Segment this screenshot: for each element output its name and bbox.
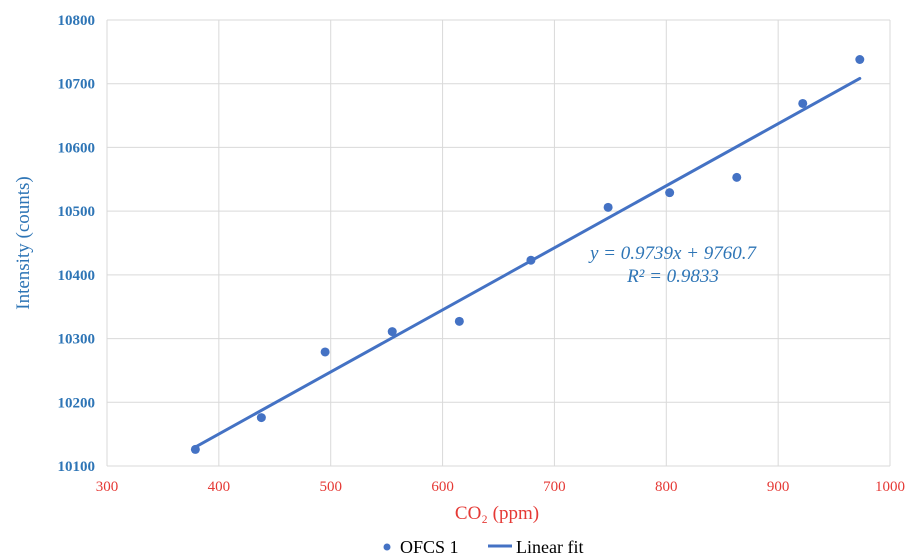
x-tick-label: 1000	[875, 479, 905, 495]
data-point	[732, 172, 742, 182]
data-point	[256, 413, 266, 423]
data-point	[320, 347, 330, 357]
fit-equation: y = 0.9739x + 9760.7	[588, 243, 758, 264]
tick-labels: 300 400 500 600 700 800 900 1000 10100 10200 10300…	[58, 13, 906, 495]
y-tick-label: 10300	[58, 332, 96, 348]
legend: OFCS 1 Linear fit	[383, 537, 583, 556]
y-tick-label: 10100	[58, 459, 96, 475]
x-tick-label: 800	[655, 479, 678, 495]
legend-marker-ofcs	[383, 543, 391, 551]
data-point	[798, 98, 808, 108]
x-tick-label: 400	[208, 479, 231, 495]
y-tick-label: 10700	[58, 77, 96, 93]
y-tick-label: 10400	[58, 268, 96, 284]
x-tick-label: 900	[767, 479, 790, 495]
data-point	[603, 202, 613, 212]
y-tick-label: 10800	[58, 13, 96, 29]
legend-label-fit: Linear fit	[516, 537, 583, 556]
data-point	[387, 327, 397, 337]
y-tick-label: 10600	[58, 140, 96, 156]
x-tick-label: 500	[319, 479, 342, 495]
data-point	[665, 188, 675, 198]
data-point	[454, 316, 464, 326]
x-tick-label: 600	[431, 479, 454, 495]
x-tick-label: 700	[543, 479, 566, 495]
legend-label-ofcs: OFCS 1	[400, 537, 459, 556]
x-axis-title: CO₂ (ppm)	[455, 503, 539, 524]
plot-series	[190, 55, 865, 454]
y-tick-label: 10200	[58, 395, 96, 411]
data-point	[855, 55, 865, 65]
data-point	[190, 444, 200, 454]
data-point	[526, 255, 536, 265]
fit-r-squared: R² = 0.9833	[626, 266, 719, 287]
x-tick-label: 300	[96, 479, 119, 495]
grid	[106, 19, 891, 467]
y-tick-label: 10500	[58, 204, 96, 220]
y-axis-title: Intensity (counts)	[13, 176, 34, 310]
